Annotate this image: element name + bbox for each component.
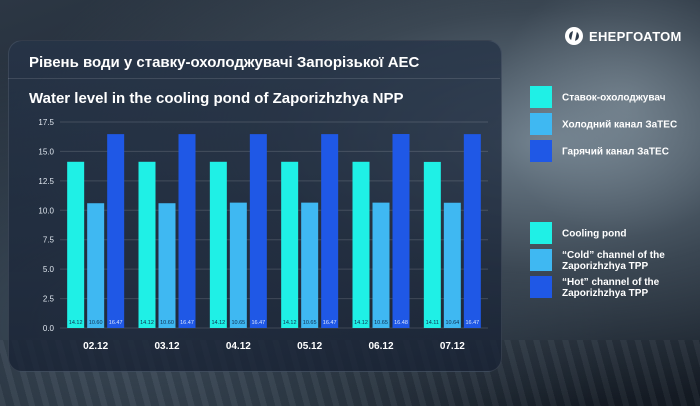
bar-value-label: 14.12	[211, 320, 225, 326]
bar	[178, 134, 196, 328]
bar	[249, 134, 267, 328]
legend-en-label: Cooling pond	[562, 228, 627, 240]
y-tick-label: 15.0	[38, 147, 54, 156]
y-tick-label: 5.0	[43, 265, 55, 274]
bar-value-label: 10.65	[231, 320, 245, 326]
bar	[281, 161, 299, 328]
bar	[229, 202, 247, 328]
legend-en-swatch	[530, 222, 552, 244]
bar	[352, 161, 370, 328]
x-tick-label: 02.12	[83, 341, 108, 352]
bar	[87, 203, 105, 328]
bar	[423, 161, 441, 328]
bar-value-label: 10.65	[303, 320, 317, 326]
y-tick-label: 2.5	[43, 295, 55, 304]
legend-uk-label: Гарячий канал ЗаТЕС	[562, 146, 669, 158]
legend-en-label: “Hot” channel of the Zaporizhzhya TPP	[562, 277, 660, 299]
bar	[321, 134, 339, 328]
bar-value-label: 14.12	[69, 320, 83, 326]
bar	[107, 134, 125, 328]
bar-value-label: 16.48	[394, 320, 408, 326]
bar-value-label: 10.65	[374, 320, 388, 326]
bar	[209, 161, 227, 328]
bar-value-label: 10.60	[160, 320, 174, 326]
bar-value-label: 16.47	[109, 320, 123, 326]
bar-value-label: 14.12	[354, 320, 368, 326]
bar-value-label: 10.64	[445, 320, 459, 326]
legend-en-label: “Cold” channel of the Zaporizhzhya TPP	[562, 250, 665, 272]
x-tick-label: 05.12	[297, 341, 322, 352]
chart-title-english: Water level in the cooling pond of Zapor…	[29, 90, 404, 107]
bar-value-label: 14.12	[283, 320, 297, 326]
y-tick-label: 0.0	[43, 324, 55, 333]
bar-value-label: 10.60	[89, 320, 103, 326]
legend-en-swatch	[530, 249, 552, 271]
legend-en-swatch	[530, 276, 552, 298]
x-tick-label: 04.12	[226, 341, 251, 352]
energoatom-logo-icon	[565, 27, 583, 45]
y-tick-label: 10.0	[38, 206, 54, 215]
x-tick-label: 07.12	[440, 341, 465, 352]
y-tick-label: 7.5	[43, 236, 55, 245]
bar-value-label: 16.47	[251, 320, 265, 326]
background-satellite-river	[470, 0, 700, 260]
bar-value-label: 14.11	[426, 320, 439, 326]
bar	[301, 202, 319, 328]
chart-title-ukrainian: Рівень води у ставку-охолоджувачі Запорі…	[29, 54, 420, 71]
bar-value-label: 14.12	[140, 320, 154, 326]
bar-value-label: 16.47	[323, 320, 337, 326]
bar	[392, 134, 410, 328]
legend-uk-label: Ставок-охолоджувач	[562, 92, 666, 104]
title-divider	[8, 78, 500, 79]
x-tick-label: 03.12	[154, 341, 179, 352]
bar	[67, 161, 85, 328]
bar	[463, 134, 481, 328]
x-tick-label: 06.12	[368, 341, 393, 352]
bar-value-label: 16.47	[465, 320, 479, 326]
brand-name: ЕНЕРГОАТОМ	[589, 28, 682, 44]
brand: ЕНЕРГОАТОМ	[565, 24, 682, 48]
bar-value-label: 16.47	[180, 320, 194, 326]
bar	[443, 202, 461, 328]
legend-uk-swatch	[530, 113, 552, 135]
legend-uk-label: Холодний канал ЗаТЕС	[562, 119, 678, 131]
legend-uk-swatch	[530, 140, 552, 162]
y-tick-label: 12.5	[38, 177, 54, 186]
legend-uk-swatch	[530, 86, 552, 108]
bar	[372, 202, 390, 328]
bar	[158, 203, 176, 328]
bar	[138, 161, 156, 328]
y-tick-label: 17.5	[38, 118, 54, 127]
